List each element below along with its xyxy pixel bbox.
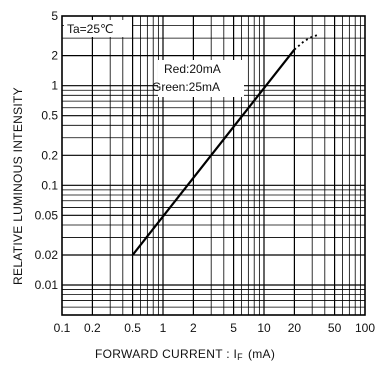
y-tick-label: 0.01 [35, 278, 59, 292]
series-line-dotted [293, 33, 320, 51]
y-tick-labels: 0.01 0.02 0.05 0.1 0.2 0.5 1 2 5 [35, 9, 59, 292]
y-tick-label: 1 [51, 79, 58, 93]
annotation-box [158, 60, 244, 97]
series-line [131, 48, 296, 256]
y-tick-label: 0.02 [35, 248, 59, 262]
x-tick-label: 0.5 [124, 321, 141, 335]
y-tick-label: 5 [51, 9, 58, 23]
condition-label-box [64, 20, 132, 37]
plot-frame [61, 15, 366, 316]
y-tick-label: 0.5 [41, 109, 58, 123]
x-tick-label: 5 [230, 321, 237, 335]
x-tick-label: 10 [257, 321, 271, 335]
x-tick-label: 50 [328, 321, 342, 335]
x-tick-label: 100 [355, 321, 375, 335]
x-tick-label: 20 [288, 321, 302, 335]
data-series [131, 33, 320, 256]
condition-label: Ta=25℃ [67, 22, 114, 36]
x-tick-label: 0.1 [54, 321, 71, 335]
x-tick-label: 0.2 [84, 321, 101, 335]
x-tick-labels: 0.1 0.2 0.5 1 2 5 10 20 50 100 [54, 321, 376, 335]
x-axis-title: FORWARD CURRENT : IF (mA) [95, 347, 275, 362]
annotation-green: Green:25mA [152, 80, 220, 94]
x-axis-title-sub: F [237, 352, 243, 362]
y-tick-label: 0.1 [41, 178, 58, 192]
annotation-red: Red:20mA [164, 62, 221, 76]
x-tick-label: 1 [160, 321, 167, 335]
y-axis-title: RELATIVE LUMINOUS INTENSITY [11, 87, 25, 285]
x-axis-title-main: FORWARD CURRENT : I [95, 347, 237, 361]
y-tick-label: 0.2 [41, 148, 58, 162]
y-tick-label: 2 [51, 49, 58, 63]
x-tick-label: 2 [190, 321, 197, 335]
y-tick-label: 0.05 [35, 208, 59, 222]
x-axis-title-unit: (mA) [248, 347, 275, 361]
